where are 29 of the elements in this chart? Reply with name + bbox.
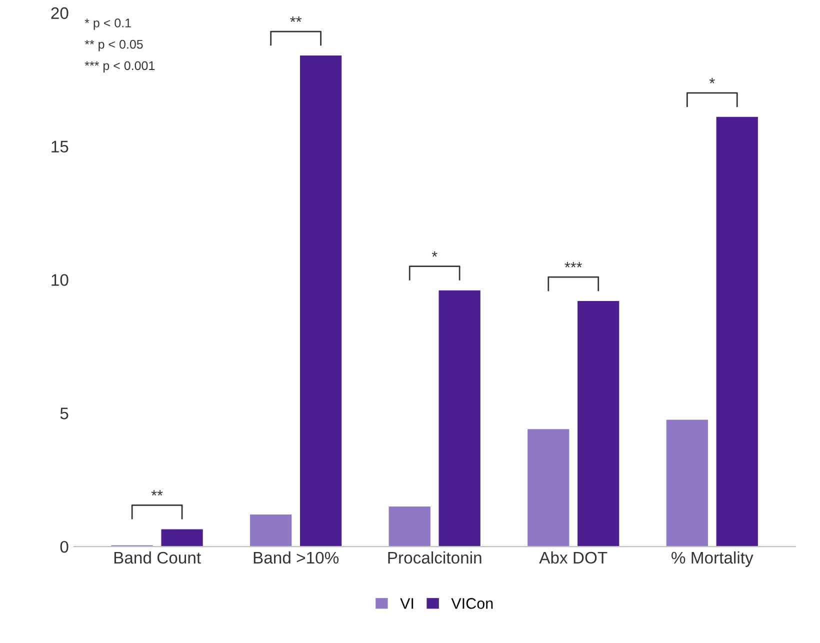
legend-label: VI <box>400 598 414 609</box>
x-tick-label: Band >10% <box>254 551 339 564</box>
annotation: ** <box>290 16 302 22</box>
y-tick-label: 20 <box>51 7 68 20</box>
annotation: *** <box>564 262 582 268</box>
bar <box>528 429 570 547</box>
bar <box>716 116 758 547</box>
y-tick-label: 5 <box>60 408 68 420</box>
bar <box>666 420 708 547</box>
annotation: ** p < 0.05 <box>84 40 143 52</box>
annotation: ** <box>151 490 163 496</box>
annotation: * <box>709 78 715 84</box>
x-tick-label: Procalcitonin <box>388 551 482 564</box>
x-tick-label: Abx DOT <box>539 551 608 564</box>
y-tick-label: 0 <box>60 540 68 553</box>
annotation: * <box>432 251 438 257</box>
y-tick-label: 10 <box>52 274 68 286</box>
bar <box>438 290 480 547</box>
legend-label: VICon <box>451 598 493 609</box>
bar <box>300 56 342 547</box>
y-tick-label: 15 <box>52 140 68 152</box>
x-tick-label: Band Count <box>114 551 201 564</box>
annotation: * p < 0.1 <box>84 18 131 30</box>
bar <box>388 506 430 547</box>
annotation: *** p < 0.001 <box>84 61 155 73</box>
bar <box>250 514 292 547</box>
bar <box>578 301 620 547</box>
bar <box>161 529 203 547</box>
x-tick-label: % Mortality <box>672 551 754 567</box>
